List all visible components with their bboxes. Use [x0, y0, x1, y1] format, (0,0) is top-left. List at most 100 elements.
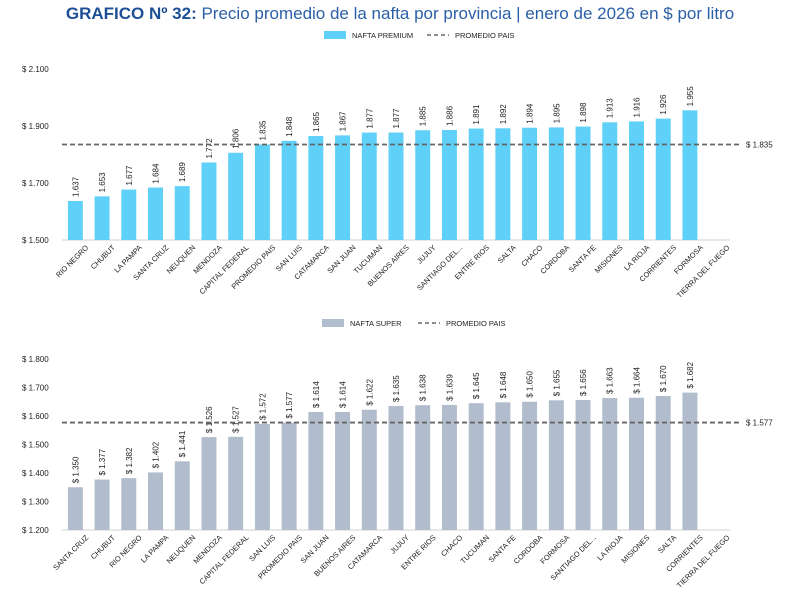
premium-bar	[361, 132, 377, 240]
premium-value-label: 1.835	[258, 120, 267, 141]
super-value-label: $ 1.650	[526, 371, 535, 398]
super-ytick-label: $ 1.800	[22, 355, 49, 364]
super-bar	[682, 392, 698, 530]
super-category-label: CHACO	[439, 533, 464, 558]
super-average-value-label: $ 1.577	[746, 419, 773, 428]
premium-bar	[415, 130, 431, 240]
premium-value-label: 1.891	[472, 104, 481, 125]
super-value-label: $ 1.382	[125, 447, 134, 474]
super-value-label: $ 1.441	[178, 430, 187, 457]
premium-value-label: 1.677	[125, 165, 134, 186]
super-category-label: JUJUY	[388, 533, 411, 556]
premium-value-label: 1.689	[178, 162, 187, 183]
super-bar	[468, 403, 484, 530]
premium-bar	[522, 127, 538, 240]
chart-title: GRAFICO Nº 32: Precio promedio de la naf…	[0, 4, 800, 24]
super-bar	[201, 437, 217, 530]
super-value-label: $ 1.645	[472, 372, 481, 399]
super-bar	[281, 422, 297, 530]
super-value-label: $ 1.682	[686, 361, 695, 388]
super-legend-swatch	[322, 319, 344, 327]
premium-bar	[335, 135, 351, 240]
super-bar	[254, 423, 270, 530]
super-value-label: $ 1.655	[552, 369, 561, 396]
super-value-label: $ 1.663	[606, 367, 615, 394]
premium-category-label: RIO NEGRO	[54, 243, 90, 279]
super-value-label: $ 1.577	[285, 391, 294, 418]
premium-category-label: JUJUY	[415, 243, 438, 266]
premium-ytick-label: $ 2.100	[22, 65, 49, 74]
super-value-label: $ 1.670	[659, 365, 668, 392]
premium-bar	[682, 110, 698, 240]
super-ytick-label: $ 1.500	[22, 441, 49, 450]
premium-value-label: 1.892	[499, 104, 508, 125]
super-value-label: $ 1.614	[339, 381, 348, 408]
premium-bar	[628, 121, 644, 240]
super-value-label: $ 1.639	[445, 374, 454, 401]
premium-bar	[468, 128, 484, 240]
premium-bar	[388, 132, 404, 240]
premium-value-label: 1.898	[579, 102, 588, 123]
super-ytick-label: $ 1.600	[22, 412, 49, 421]
premium-bar	[441, 129, 457, 240]
super-category-label: MISIONES	[619, 533, 651, 565]
super-bar	[67, 487, 83, 530]
super-category-label: TIERRA DEL FUEGO	[675, 533, 732, 590]
premium-legend-swatch	[324, 31, 346, 39]
premium-bar	[67, 200, 83, 240]
super-value-label: $ 1.572	[258, 393, 267, 420]
super-bar	[415, 405, 431, 530]
premium-bar	[174, 186, 190, 240]
premium-value-label: 1.955	[686, 86, 695, 107]
premium-average-value-label: $ 1.835	[746, 141, 773, 150]
premium-bar	[201, 162, 217, 240]
premium-category-label: CHACO	[519, 243, 544, 268]
premium-ytick-label: $ 1.700	[22, 179, 49, 188]
premium-value-label: 1.877	[365, 108, 374, 129]
premium-bar	[602, 122, 618, 240]
super-category-label: SANTIAGO DEL...	[549, 533, 598, 582]
super-bar	[441, 404, 457, 530]
super-bar	[228, 436, 244, 530]
premium-category-label: SANTIAGO DEL...	[415, 243, 464, 292]
premium-value-label: 1.916	[632, 97, 641, 118]
premium-category-label: CORDOBA	[538, 243, 571, 276]
chart-title-text: Precio promedio de la nafta por provinci…	[201, 4, 735, 23]
premium-category-label: CAPITAL FEDERAL	[197, 243, 250, 296]
premium-bar	[148, 187, 164, 240]
super-bar	[121, 478, 137, 530]
super-value-label: $ 1.648	[499, 371, 508, 398]
premium-value-label: 1.772	[205, 138, 214, 159]
super-ytick-label: $ 1.300	[22, 498, 49, 507]
super-category-label: SANTA CRUZ	[51, 533, 90, 572]
premium-category-label: MISIONES	[593, 243, 625, 275]
super-value-label: $ 1.527	[232, 406, 241, 433]
premium-ytick-label: $ 1.500	[22, 236, 49, 245]
super-value-label: $ 1.664	[632, 367, 641, 394]
chart-title-number: GRAFICO Nº 32:	[65, 4, 197, 23]
premium-value-label: 1.806	[232, 128, 241, 149]
super-value-label: $ 1.656	[579, 369, 588, 396]
super-bar	[655, 396, 671, 530]
premium-value-label: 1.684	[152, 163, 161, 184]
super-bar	[602, 398, 618, 530]
premium-bar	[281, 140, 297, 240]
premium-value-label: 1.848	[285, 116, 294, 137]
super-value-label: $ 1.614	[312, 381, 321, 408]
super-bar	[548, 400, 564, 530]
premium-value-label: 1.865	[312, 111, 321, 132]
super-value-label: $ 1.635	[392, 375, 401, 402]
super-bar	[495, 402, 511, 530]
premium-bar	[121, 189, 137, 240]
premium-legend-average-label: PROMEDIO PAIS	[455, 31, 514, 40]
premium-value-label: 1.894	[526, 103, 535, 124]
premium-value-label: 1.885	[419, 106, 428, 127]
super-legend-average-label: PROMEDIO PAIS	[446, 319, 505, 328]
premium-bar	[228, 152, 244, 240]
super-bar	[361, 409, 377, 530]
super-bar	[94, 479, 110, 530]
super-ytick-label: $ 1.200	[22, 526, 49, 535]
premium-bar	[575, 126, 591, 240]
super-bar	[174, 461, 190, 530]
